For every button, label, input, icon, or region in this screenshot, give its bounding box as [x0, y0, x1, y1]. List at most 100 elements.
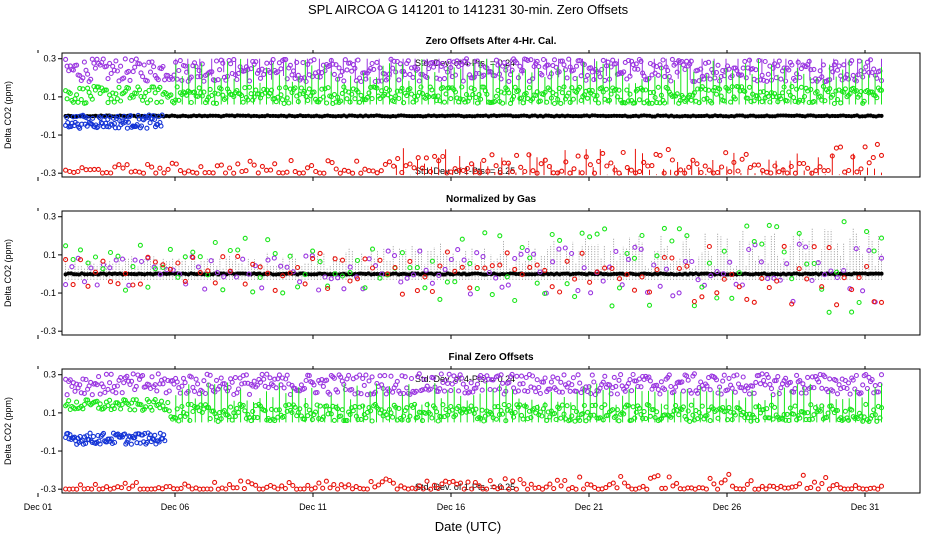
red-series-point	[854, 169, 860, 175]
green-series-point	[624, 250, 630, 257]
green-series-point	[423, 410, 429, 416]
purple-series-point	[632, 66, 638, 72]
purple-series-point	[621, 69, 627, 75]
red-series-point	[542, 267, 548, 273]
purple-series-point	[698, 66, 704, 72]
green-series-point	[729, 295, 735, 301]
purple-series-point	[228, 61, 234, 67]
purple-series-point	[827, 376, 833, 382]
red-series-point	[823, 475, 829, 481]
purple-series-point	[303, 377, 309, 384]
purple-series-point	[752, 242, 758, 248]
purple-series-point	[322, 274, 328, 280]
purple-series-point	[866, 247, 872, 254]
purple-series-point	[775, 63, 781, 69]
green-series-point	[841, 219, 847, 225]
purple-series-point	[743, 75, 749, 81]
green-series-point	[147, 97, 154, 103]
green-series-point	[262, 408, 268, 414]
red-series-point	[247, 158, 253, 164]
green-series-point	[136, 87, 143, 93]
purple-series-point	[182, 63, 188, 69]
green-series-point	[468, 403, 474, 409]
red-series-point	[464, 165, 470, 172]
red-series-point	[718, 480, 724, 486]
green-series-point	[570, 96, 576, 102]
green-series-point	[81, 401, 87, 408]
green-series-point	[534, 280, 540, 286]
purple-series-point	[487, 386, 493, 393]
red-series-point	[735, 168, 741, 174]
purple-series-point	[776, 58, 782, 64]
red-series-point	[751, 299, 757, 305]
blue-series-point	[126, 114, 133, 120]
green-series-point	[401, 413, 407, 419]
green-series-point	[714, 295, 720, 301]
purple-series-point	[316, 69, 322, 75]
red-series-point	[800, 472, 806, 478]
green-series-point	[573, 409, 580, 415]
purple-series-point	[597, 74, 603, 80]
red-series-point	[309, 163, 315, 169]
green-series-point	[511, 93, 517, 99]
purple-series-point	[684, 58, 690, 64]
green-series-point	[242, 408, 248, 414]
red-series-point	[690, 157, 696, 163]
red-series-point	[760, 168, 766, 174]
blue-series-point	[112, 439, 118, 446]
purple-series-point	[110, 63, 116, 69]
purple-series-point	[201, 78, 207, 84]
red-series-point	[83, 167, 89, 173]
blue-series-point	[133, 431, 139, 437]
purple-series-point	[215, 77, 221, 83]
red-series-point	[407, 258, 413, 264]
purple-series-point	[655, 72, 661, 78]
purple-series-point	[69, 264, 75, 270]
purple-series-point	[342, 57, 348, 63]
red-series-point	[327, 485, 333, 491]
green-series-point	[603, 86, 609, 92]
red-series-point	[317, 250, 323, 256]
red-series-point	[92, 269, 99, 275]
green-series-point	[732, 412, 738, 418]
purple-series-point	[588, 65, 594, 71]
green-series-point	[234, 405, 240, 411]
red-series-point	[439, 481, 445, 487]
purple-series-point	[124, 373, 130, 379]
red-series-point	[784, 170, 790, 176]
red-series-point	[564, 258, 570, 264]
red-series-point	[435, 485, 441, 491]
purple-series-point	[524, 248, 530, 254]
green-series-point	[751, 239, 757, 245]
green-series-point	[702, 86, 709, 92]
green-series-point	[100, 266, 106, 272]
y-tick-label: -0.1	[40, 130, 56, 140]
purple-series-point	[72, 388, 78, 394]
red-series-point	[694, 161, 700, 167]
red-series-point	[239, 168, 245, 175]
blue-series-point	[90, 115, 96, 121]
purple-series-point	[505, 282, 511, 288]
purple-series-point	[264, 60, 270, 66]
green-series-point	[339, 407, 345, 413]
red-series-point	[723, 150, 729, 156]
green-series-point	[794, 86, 800, 92]
purple-series-point	[742, 388, 748, 394]
red-series-point	[654, 267, 660, 273]
purple-series-point	[174, 379, 180, 385]
plot-frame	[61, 368, 921, 494]
purple-series-point	[558, 379, 564, 385]
purple-series-point	[232, 375, 238, 381]
purple-series-point	[121, 75, 127, 81]
green-series-point	[116, 401, 122, 407]
purple-series-point	[452, 72, 459, 78]
green-series-point	[292, 85, 298, 91]
purple-series-point	[480, 254, 486, 260]
purple-series-point	[613, 248, 619, 254]
purple-series-point	[246, 271, 252, 277]
red-series-point	[323, 478, 329, 484]
green-series-point	[77, 85, 83, 91]
purple-series-point	[860, 74, 866, 80]
green-series-point	[579, 230, 585, 236]
red-series-point	[243, 168, 249, 174]
